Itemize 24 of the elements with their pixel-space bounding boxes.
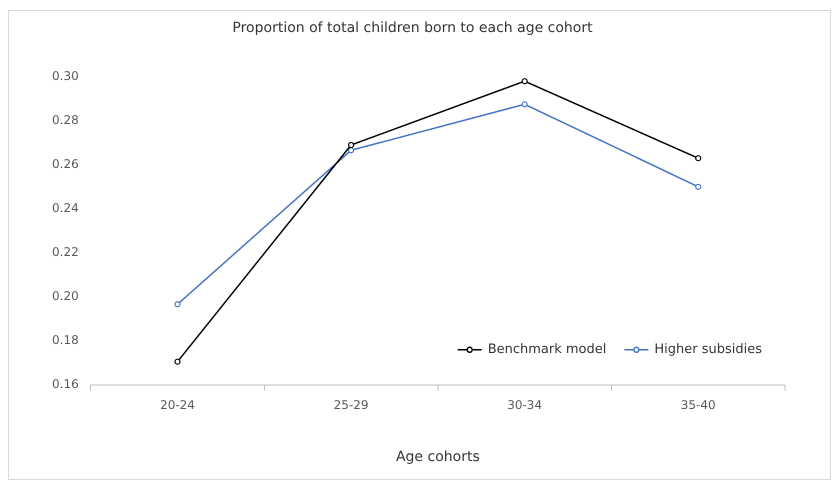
y-tick-label: 0.20	[52, 288, 79, 303]
x-axis-title: Age cohorts	[396, 449, 480, 466]
point	[695, 155, 702, 162]
point	[522, 78, 528, 84]
y-tick-label: 0.24	[52, 200, 79, 215]
x-tick-label: 20-24	[160, 398, 195, 412]
x-tick-label: 25-29	[334, 398, 369, 412]
chart-title: Proportion of total children born to each age cohort	[232, 20, 594, 36]
point	[174, 301, 181, 308]
x-tick-label: 35-40	[680, 398, 716, 412]
y-tick-label: 0.28	[52, 112, 79, 127]
point	[348, 147, 354, 154]
legend-label: Higher subsidies	[654, 342, 762, 358]
y-tick-label: 0.18	[52, 332, 79, 347]
y-tick-label: 0.16	[52, 376, 79, 391]
point	[174, 358, 181, 365]
y-tick-label: 0.30	[52, 68, 79, 83]
point	[348, 142, 354, 148]
point	[695, 184, 702, 190]
y-tick-label: 0.26	[52, 156, 79, 171]
y-tick-label: 0.22	[52, 244, 79, 259]
x-tick-label: 30-34	[507, 398, 542, 412]
point	[522, 101, 528, 108]
legend-label: Benchmark model	[488, 342, 606, 358]
